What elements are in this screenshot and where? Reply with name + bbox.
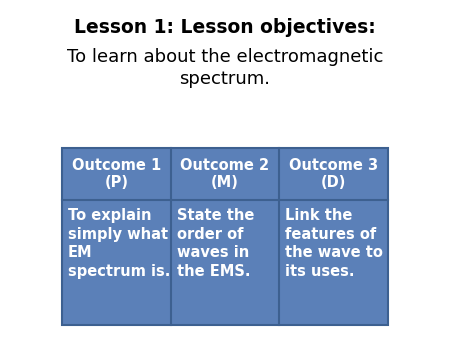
Text: Link the
features of
the wave to
its uses.: Link the features of the wave to its use…: [285, 208, 383, 279]
FancyBboxPatch shape: [62, 148, 388, 325]
Text: Lesson 1: Lesson objectives:: Lesson 1: Lesson objectives:: [74, 18, 376, 37]
Text: State the
order of
waves in
the EMS.: State the order of waves in the EMS.: [177, 208, 254, 279]
Text: To learn about the electromagnetic
spectrum.: To learn about the electromagnetic spect…: [67, 48, 383, 88]
Text: To explain
simply what
EM
spectrum is.: To explain simply what EM spectrum is.: [68, 208, 171, 279]
Text: Outcome 3
(D): Outcome 3 (D): [289, 158, 378, 190]
Text: Outcome 1
(P): Outcome 1 (P): [72, 158, 161, 190]
Text: Outcome 2
(M): Outcome 2 (M): [180, 158, 270, 190]
